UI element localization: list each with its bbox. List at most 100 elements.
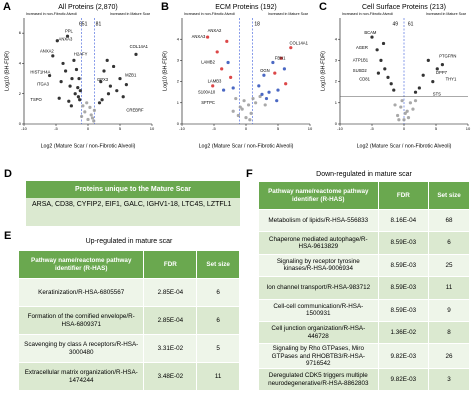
gene-label: ANXA2 <box>208 28 222 33</box>
gene-label: STS <box>433 91 441 96</box>
point <box>408 101 412 105</box>
point <box>99 80 103 84</box>
point <box>61 61 65 66</box>
x-tick-label: 0 <box>245 126 248 131</box>
gene-label: SUSD2 <box>353 68 368 73</box>
point <box>215 50 219 54</box>
table-row: Cell-cell communication/R-HSA-1500931 8.5… <box>258 298 470 322</box>
point <box>134 52 138 56</box>
point <box>106 92 111 96</box>
point <box>242 99 246 103</box>
x-tick-label: -10 <box>179 126 186 131</box>
gene-label: FBN1 <box>275 55 286 60</box>
table-cell: 8.59E-03 <box>377 231 430 255</box>
point <box>77 76 81 81</box>
point <box>276 88 280 92</box>
y-tick-label: 1 <box>177 100 180 105</box>
table-row: Formation of the cornified envelope/R-HS… <box>17 306 240 335</box>
x-tick-label: 0 <box>87 126 90 131</box>
point <box>88 105 92 109</box>
x-tick-label: -10 <box>21 126 28 131</box>
point <box>226 60 230 65</box>
x-tick-label: 10 <box>150 126 155 131</box>
table-cell: 6 <box>196 306 240 335</box>
point <box>275 99 279 103</box>
panel-label: F <box>246 168 253 180</box>
axis-title: Log2 (Mature Scar / non-Fibrotic Alveoli… <box>199 143 294 149</box>
point <box>271 60 275 65</box>
point <box>440 63 444 67</box>
point <box>68 84 72 88</box>
gene-label: SFTPC <box>201 100 215 105</box>
point <box>393 103 397 107</box>
point <box>421 73 425 77</box>
gene-label: S100A10 <box>198 89 216 94</box>
pathway-table: Pathway name/reactome pathway identifier… <box>17 250 240 391</box>
y-tick-label: 1 <box>335 100 338 105</box>
point <box>231 86 235 90</box>
x-tick-label: -10 <box>337 126 344 131</box>
point <box>85 101 89 105</box>
table-cell: Scavenging by class A receptors/R-HSA-30… <box>17 334 145 363</box>
point <box>246 103 251 107</box>
point <box>397 118 401 122</box>
point <box>264 96 269 101</box>
table-cell: 1.36E-02 <box>377 320 430 345</box>
point <box>92 108 96 112</box>
point <box>399 105 403 109</box>
table-cell: 26 <box>428 343 470 369</box>
table-cell: 3.48E-02 <box>143 362 198 391</box>
point <box>92 119 96 123</box>
point <box>225 39 229 43</box>
gene-label: H2AFY <box>74 51 88 56</box>
table-cell: Cell junction organization/R-HSA-446728 <box>258 320 379 345</box>
point <box>240 107 244 111</box>
point <box>112 64 116 69</box>
note: Increased in Mature Scar <box>426 12 467 16</box>
chart-title: Cell Surface Proteins (213) <box>362 4 446 11</box>
point <box>78 89 82 93</box>
y-tick-label: 2 <box>19 91 22 96</box>
point <box>220 67 224 71</box>
table-header: Proteins unique to the Mature Scar <box>26 181 240 198</box>
gene-label: ANXA3 <box>59 36 73 41</box>
x-tick-label: 0 <box>403 126 406 131</box>
table-cell: 25 <box>428 253 470 278</box>
gene-label: LAMB3 <box>208 79 222 84</box>
table-row: Signaling by receptor tyrosine kinases/R… <box>258 253 470 278</box>
y-tick-label: 0 <box>177 121 180 126</box>
point <box>90 116 95 120</box>
gene-label: PTGFRN <box>439 53 456 58</box>
x-tick-label: 5 <box>119 126 122 131</box>
point <box>59 80 63 84</box>
point <box>115 89 119 93</box>
note: Increased in non-Fibrotic Alveoli <box>184 12 235 16</box>
pathway-table: Pathway name/reactome pathway identifier… <box>258 181 470 392</box>
column-header: Pathway name/reactome pathway identifier… <box>258 181 379 210</box>
point <box>86 117 90 122</box>
table-cell: 9.82E-03 <box>377 343 430 369</box>
point <box>72 58 76 63</box>
point <box>402 118 406 122</box>
table-cell: Cell-cell communication/R-HSA-1500931 <box>258 298 379 322</box>
point <box>405 109 409 113</box>
point <box>251 96 255 101</box>
gene-label: CREBRF <box>126 107 144 112</box>
point <box>229 75 233 79</box>
table-cell: Signaling by receptor tyrosine kinases/R… <box>258 253 379 278</box>
point <box>406 116 411 120</box>
table-cell: 8.59E-03 <box>377 298 430 322</box>
gene-label: ATP1B1 <box>353 58 369 63</box>
point <box>370 35 374 39</box>
point <box>403 111 407 115</box>
table-cell: 11 <box>428 276 470 300</box>
point <box>411 107 415 111</box>
point <box>417 86 421 90</box>
point <box>81 104 85 108</box>
gene-label: COL14A1 <box>130 44 149 49</box>
column-header: FDR <box>143 250 198 279</box>
point <box>289 46 293 50</box>
y-tick-label: 0 <box>335 121 338 126</box>
y-tick-label: 4 <box>335 36 338 41</box>
